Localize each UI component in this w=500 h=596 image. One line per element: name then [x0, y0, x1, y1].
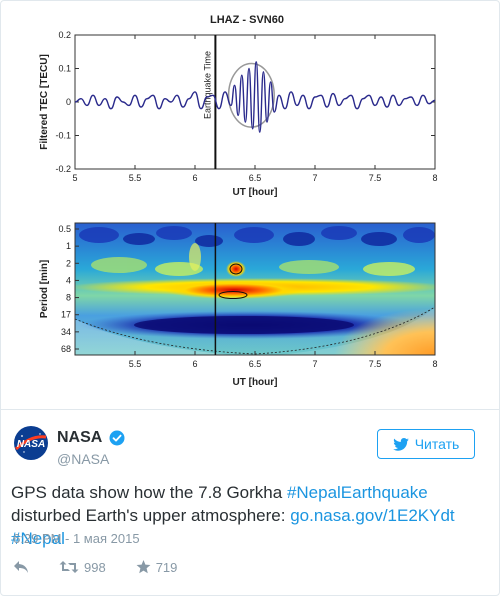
nasa-logo-icon[interactable]: NASA [13, 425, 49, 461]
y-axis-label: Filtered TEC [TECU] [39, 54, 50, 150]
reply-icon [14, 561, 28, 573]
y-tick-label: -0.1 [55, 131, 71, 141]
x-tick-label: 6 [192, 173, 197, 183]
highlight-ellipse [227, 62, 275, 128]
x-tick-label: 8 [432, 359, 437, 369]
x-tick-label: 7 [312, 359, 317, 369]
x-tick-label: 7.5 [369, 359, 382, 369]
period-tick-label: 17 [61, 310, 71, 320]
url-link[interactable]: go.nasa.gov/1E2KYdt [290, 506, 455, 525]
period-tick-label: 34 [61, 327, 71, 337]
reply-button[interactable] [13, 560, 29, 574]
verified-badge-icon [109, 430, 125, 446]
x-tick-label: 5 [72, 173, 77, 183]
favorite-count: 719 [155, 559, 178, 575]
period-tick-labels: 0.5 1 2 4 8 17 34 68 [58, 224, 79, 354]
x-tick-label: 6.5 [249, 173, 262, 183]
retweet-count: 998 [84, 559, 106, 575]
period-tick-label: 68 [61, 344, 71, 354]
retweet-button[interactable]: 998 [59, 560, 106, 575]
x-axis-label-heatmap: UT [hour] [233, 377, 278, 388]
y-axis-label-heatmap: Period [min] [39, 260, 50, 318]
series-line [74, 61, 436, 133]
period-tick-label: 1 [66, 241, 71, 251]
period-tick-label: 2 [66, 258, 71, 268]
tweet-text-part: GPS data show how the 7.8 Gorkha [11, 483, 287, 502]
earthquake-time-annotation: Earthquake Time [202, 51, 212, 119]
tec-chart: LHAZ - SVN60 0.2 0.1 0 -0.1 -0.2 5 5.5 6 6.5 7 7.… [39, 14, 438, 198]
x-tick-label: 8 [432, 173, 437, 183]
x-tick-label: 5.5 [129, 359, 142, 369]
y-tick-label: 0.2 [58, 30, 71, 40]
svg-text:NASA: NASA [17, 439, 45, 450]
plot-frame [74, 34, 436, 170]
x-tick-labels-heatmap: 5.5 6 6.5 7 7.5 8 [129, 351, 438, 369]
tweet-text-part: disturbed Earth's upper atmosphere: [11, 506, 291, 525]
x-axis-label: UT [hour] [233, 187, 278, 198]
timestamp[interactable]: 6:29 PM - 1 мая 2015 [13, 531, 140, 546]
tweet-text: GPS data show how the 7.8 Gorkha #NepalE… [11, 481, 489, 550]
period-tick-label: 4 [66, 275, 71, 285]
tweet-actions: 998 719 [13, 557, 207, 577]
period-tick-label: 8 [66, 293, 71, 303]
retweet-icon [59, 561, 79, 573]
period-tick-label: 0.5 [58, 224, 71, 234]
twitter-bird-icon [392, 437, 409, 451]
x-tick-label: 7 [312, 173, 317, 183]
chart-title: LHAZ - SVN60 [210, 14, 284, 26]
y-tick-label: -0.2 [55, 164, 71, 174]
favorite-button[interactable]: 719 [136, 559, 178, 575]
figure: LHAZ - SVN60 0.2 0.1 0 -0.1 -0.2 5 5.5 6 6.5 7 7.… [39, 14, 438, 388]
x-tick-label: 5.5 [129, 173, 142, 183]
follow-button[interactable]: Читать [377, 429, 475, 459]
divider [1, 409, 499, 410]
y-tick-label: 0 [66, 97, 71, 107]
x-tick-labels: 5 5.5 6 6.5 7 7.5 8 [72, 35, 438, 183]
x-tick-label: 7.5 [369, 173, 382, 183]
hashtag-link[interactable]: #NepalEarthquake [286, 483, 428, 502]
author-name[interactable]: NASA [57, 429, 103, 446]
hashtag-link[interactable]: #Nepal [11, 529, 65, 548]
favorite-star-icon [136, 560, 151, 574]
follow-label: Читать [414, 436, 460, 452]
y-tick-label: 0.1 [58, 64, 71, 74]
x-tick-label: 6 [192, 359, 197, 369]
tweet-media[interactable]: LHAZ - SVN60 0.2 0.1 0 -0.1 -0.2 5 5.5 6 6.5 7 7.… [9, 7, 493, 407]
heatmap-field [75, 223, 435, 355]
author-handle[interactable]: @NASA [57, 451, 110, 467]
x-tick-label: 6.5 [249, 359, 262, 369]
